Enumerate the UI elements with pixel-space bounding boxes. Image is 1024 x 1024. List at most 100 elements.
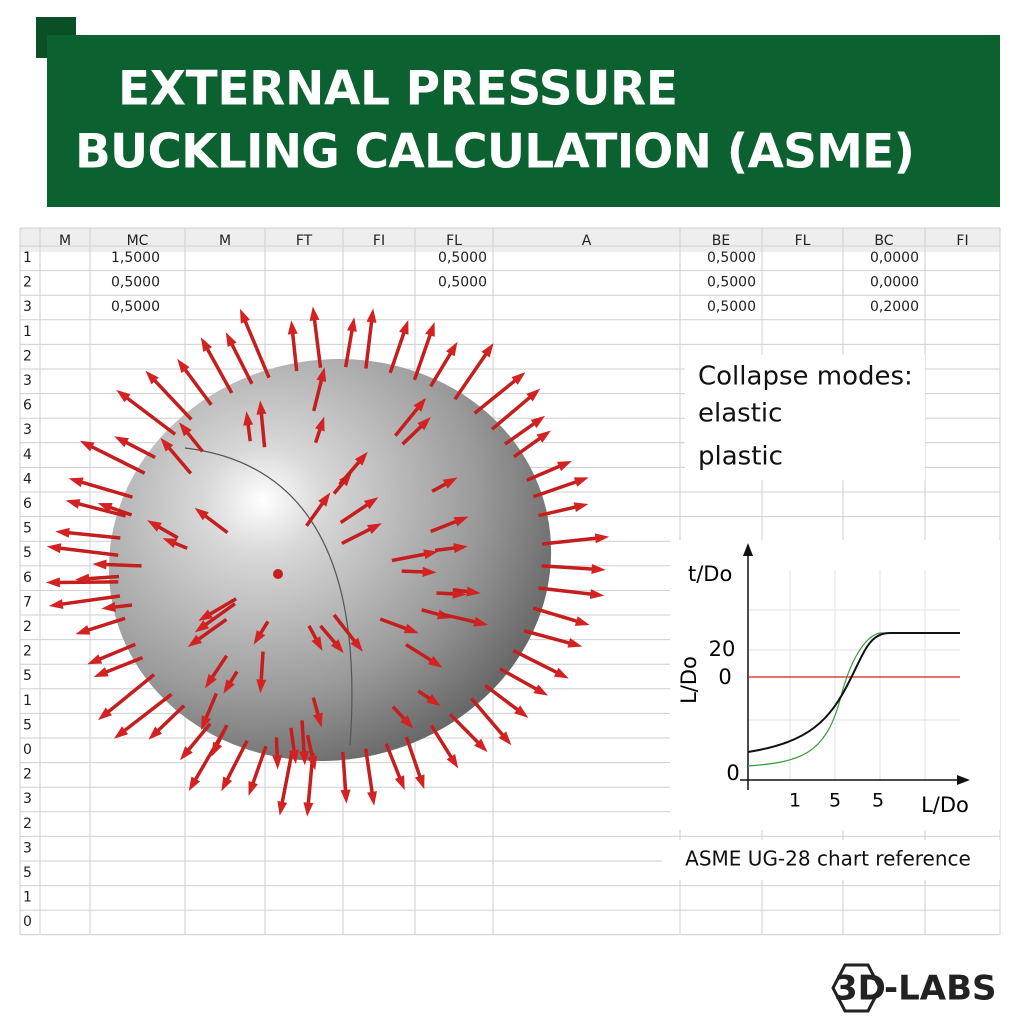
arrow-head bbox=[426, 694, 441, 707]
force-arrow bbox=[341, 526, 374, 546]
logo-mark: 3D bbox=[834, 969, 886, 1009]
arrow-head bbox=[188, 776, 201, 792]
row-label: 2 bbox=[23, 816, 32, 832]
force-arrow bbox=[391, 551, 429, 563]
arrow-head bbox=[427, 655, 443, 668]
row-label: 1 bbox=[23, 250, 32, 266]
force-arrow bbox=[279, 750, 294, 807]
title-line: BUCKLING CALCULATION (ASME) bbox=[75, 125, 915, 180]
arrow-head bbox=[162, 538, 178, 549]
force-arrow bbox=[429, 724, 455, 761]
force-arrow bbox=[499, 667, 541, 693]
arrow-head bbox=[474, 738, 488, 753]
force-arrow bbox=[526, 463, 564, 482]
force-arrow bbox=[87, 443, 146, 475]
arrow-head bbox=[573, 477, 589, 487]
arrow-head bbox=[160, 437, 174, 452]
arrow-head bbox=[318, 492, 331, 507]
arrow-head bbox=[187, 634, 203, 647]
arrow-head bbox=[97, 707, 113, 721]
inset-grid bbox=[748, 570, 960, 780]
column-header: M bbox=[219, 233, 231, 249]
force-arrow bbox=[104, 673, 156, 716]
note-line: plastic bbox=[698, 442, 783, 472]
force-arrow bbox=[228, 340, 254, 385]
curve-black bbox=[747, 632, 960, 753]
arrow-head bbox=[340, 789, 351, 804]
arrow-head bbox=[48, 599, 64, 609]
arrow-head bbox=[367, 523, 382, 535]
force-arrow bbox=[532, 479, 580, 499]
arrow-head bbox=[68, 477, 84, 488]
force-arrow bbox=[453, 350, 490, 401]
force-arrow bbox=[319, 624, 339, 647]
row-label: 2 bbox=[23, 275, 32, 291]
force-arrow bbox=[122, 439, 156, 460]
axis-arrow bbox=[957, 775, 970, 785]
arrow-head bbox=[422, 566, 437, 577]
arrow-head bbox=[311, 636, 323, 651]
force-arrow bbox=[102, 562, 142, 568]
force-arrow bbox=[85, 574, 120, 581]
arrow-head bbox=[417, 417, 431, 431]
arrow-head bbox=[315, 416, 325, 432]
force-arrow bbox=[84, 616, 126, 633]
arrow-head bbox=[198, 609, 213, 621]
force-arrow bbox=[430, 518, 460, 534]
arrow-head bbox=[65, 499, 81, 509]
y-tick-label: 0 bbox=[718, 665, 731, 689]
arrow-head bbox=[498, 731, 512, 746]
force-arrow bbox=[339, 501, 372, 524]
force-arrow bbox=[151, 376, 193, 421]
force-arrow bbox=[512, 434, 544, 459]
arrow-head bbox=[591, 563, 606, 574]
force-arrow bbox=[401, 569, 427, 574]
arrow-head bbox=[446, 753, 459, 769]
arrow-head bbox=[303, 802, 314, 817]
arrow-head bbox=[514, 705, 529, 718]
force-arrow bbox=[181, 365, 213, 406]
x-tick-label: 1 bbox=[789, 790, 801, 812]
force-arrow bbox=[312, 376, 324, 412]
row-label: 5 bbox=[23, 865, 32, 881]
column-header: BE bbox=[712, 233, 730, 249]
row-label: 0 bbox=[23, 742, 32, 758]
arrow-head bbox=[114, 726, 129, 739]
arrow-head bbox=[415, 774, 425, 790]
force-arrow bbox=[214, 724, 229, 749]
force-arrow bbox=[58, 594, 121, 607]
arrow-head bbox=[277, 800, 288, 816]
arrow-head bbox=[366, 308, 377, 323]
force-arrow bbox=[224, 739, 249, 784]
arrow-head bbox=[180, 746, 193, 761]
force-arrow bbox=[384, 743, 403, 782]
force-arrow bbox=[490, 393, 534, 431]
row-label: 4 bbox=[23, 471, 32, 487]
pole-dot bbox=[273, 569, 283, 579]
force-arrow bbox=[95, 642, 136, 663]
force-arrow bbox=[538, 504, 580, 518]
title-line: EXTERNAL PRESSURE bbox=[118, 62, 678, 117]
force-arrow bbox=[448, 713, 482, 747]
arrow-head bbox=[413, 397, 427, 412]
force-arrow bbox=[341, 751, 348, 794]
y-tick-label: 0 bbox=[726, 761, 739, 785]
force-arrow bbox=[503, 420, 538, 446]
row-label: 1 bbox=[23, 324, 32, 340]
column-header: FL bbox=[795, 233, 811, 249]
arrow-head bbox=[354, 451, 368, 466]
arrow-head bbox=[316, 367, 327, 383]
force-arrow bbox=[412, 330, 433, 381]
arrow-head bbox=[309, 306, 320, 322]
header-row bbox=[20, 228, 1000, 252]
row-label: 5 bbox=[23, 668, 32, 684]
column-header: FT bbox=[296, 233, 313, 249]
arrow-head bbox=[350, 637, 363, 652]
arrow-head bbox=[367, 791, 378, 806]
axis-arrow bbox=[743, 543, 753, 556]
column-header: A bbox=[582, 233, 592, 249]
force-arrow bbox=[364, 318, 374, 369]
row-label: 5 bbox=[23, 521, 32, 537]
arrow-head bbox=[55, 527, 70, 538]
arrow-head bbox=[114, 436, 129, 448]
